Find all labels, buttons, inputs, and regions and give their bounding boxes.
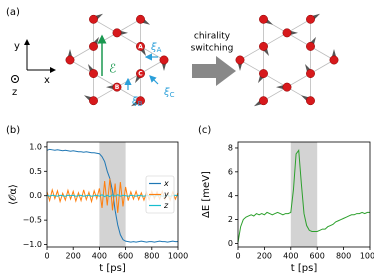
field-label: ℰ	[109, 62, 116, 76]
site-label: C	[138, 71, 143, 78]
arrow-text: chirality	[194, 32, 231, 42]
lattice-bond	[69, 18, 141, 102]
atom	[259, 96, 268, 106]
panel-label: (c)	[198, 125, 211, 136]
x-tick-label: 600	[118, 252, 133, 261]
plot-frame	[46, 141, 179, 248]
y-tick-label: 4	[228, 191, 233, 200]
chirality-label: ξC	[163, 87, 175, 99]
chirality-label: ξB	[131, 96, 143, 108]
x-tick-label: 600	[310, 252, 325, 261]
y-axis-label: ⟨𝒪α⟩	[8, 184, 19, 205]
atom	[159, 55, 169, 65]
atom	[329, 55, 339, 65]
y-tick-label: 0	[228, 239, 233, 248]
atom	[282, 82, 292, 92]
y-axis-label: ΔE [meV]	[201, 171, 212, 218]
lattice-bond	[263, 18, 335, 102]
atom	[136, 96, 145, 106]
x-tick-label: 400	[283, 252, 298, 261]
atom	[136, 14, 145, 24]
data-line	[237, 148, 370, 243]
atom	[89, 14, 98, 24]
arrow-text: switching	[191, 44, 234, 54]
y-tick-label: 0.5	[29, 167, 42, 176]
atom	[306, 14, 315, 24]
atom	[259, 69, 268, 79]
atom	[306, 96, 315, 106]
y-tick-label: 2	[228, 215, 233, 224]
axis-name: z	[12, 87, 17, 98]
y-tick-label: 8	[228, 143, 233, 152]
atom	[89, 41, 98, 51]
atom	[259, 41, 268, 51]
atom	[112, 82, 122, 92]
atom	[136, 41, 145, 51]
x-tick-label: 0	[235, 252, 240, 261]
panel-label: (b)	[6, 125, 20, 136]
x-axis-label: t [ps]	[99, 263, 126, 274]
legend-label: x	[163, 179, 169, 188]
z-axis-symbol	[14, 78, 16, 80]
x-tick-label: 800	[144, 252, 159, 261]
data-line	[46, 148, 178, 243]
y-tick-label: 0.0	[29, 191, 42, 200]
site-label: A	[138, 43, 143, 50]
atom	[235, 55, 245, 65]
x-tick-label: 1000	[168, 252, 188, 261]
panel-label: (a)	[6, 7, 20, 18]
x-tick-label: 800	[336, 252, 351, 261]
switch-arrow	[192, 56, 236, 86]
atom	[306, 41, 315, 51]
atom	[89, 69, 98, 79]
axis-name: y	[14, 41, 20, 52]
y-tick-label: 6	[228, 167, 233, 176]
y-tick-label: −1.0	[23, 240, 42, 249]
atom	[136, 69, 145, 79]
legend-label: z	[163, 201, 169, 210]
y-tick-label: 1.0	[29, 142, 42, 151]
atom	[89, 96, 98, 106]
atom	[65, 55, 75, 65]
chirality-arrow	[149, 75, 159, 85]
plot-frame	[237, 141, 371, 248]
y-tick-label: −0.5	[23, 216, 42, 225]
atom	[306, 69, 315, 79]
atom	[112, 28, 122, 38]
lattices: A B C	[65, 13, 339, 107]
x-tick-label: 1000	[360, 252, 374, 261]
x-tick-label: 0	[44, 252, 49, 261]
x-tick-label: 200	[257, 252, 272, 261]
x-tick-label: 200	[66, 252, 81, 261]
x-axis-label: t [ps]	[291, 263, 318, 274]
chirality-label: ξA	[150, 42, 162, 54]
axis-name: x	[44, 75, 50, 86]
lattice-bond	[239, 18, 311, 102]
z-axis-symbol	[11, 75, 19, 83]
atom	[282, 28, 292, 38]
atom	[259, 14, 268, 24]
lattice-bond	[93, 18, 165, 102]
site-label: B	[115, 84, 120, 91]
legend-label: y	[163, 190, 169, 199]
x-tick-label: 400	[92, 252, 107, 261]
